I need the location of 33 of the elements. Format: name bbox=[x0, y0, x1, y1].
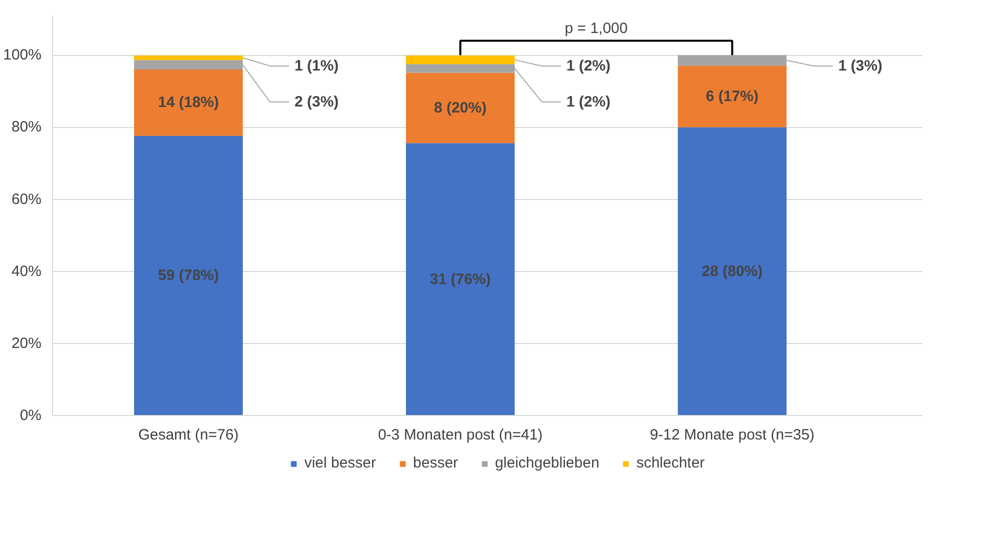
data-label: 1 (2%) bbox=[566, 93, 611, 110]
bar bbox=[134, 70, 243, 136]
y-tick-label: 40% bbox=[11, 262, 42, 280]
y-tick-label: 20% bbox=[11, 334, 42, 352]
y-tick-label: 0% bbox=[20, 407, 42, 424]
data-label: 6 (17%) bbox=[706, 88, 758, 105]
y-tick-label: 100% bbox=[3, 46, 42, 64]
data-label: 8 (20%) bbox=[434, 99, 487, 116]
bar bbox=[678, 66, 787, 128]
x-tick-label: 0-3 Monaten post (n=41) bbox=[378, 426, 543, 444]
bar bbox=[406, 56, 515, 64]
legend-label: gleichgeblieben bbox=[495, 454, 600, 472]
x-tick-label: Gesamt (n=76) bbox=[138, 426, 239, 444]
bar bbox=[134, 136, 243, 416]
data-label: 31 (76%) bbox=[430, 270, 491, 288]
annotation: p = 1,000 bbox=[564, 20, 628, 38]
data-label: 28 (80%) bbox=[702, 262, 763, 280]
data-label: 59 (78%) bbox=[158, 267, 219, 284]
data-label: 1 (1%) bbox=[294, 57, 339, 74]
data-label: 2 (3%) bbox=[294, 93, 339, 110]
legend-label: besser bbox=[413, 454, 458, 472]
bar bbox=[406, 143, 515, 416]
legend-label: schlechter bbox=[636, 454, 705, 472]
bar bbox=[134, 56, 243, 60]
y-tick-label: 60% bbox=[11, 190, 42, 208]
bar bbox=[678, 127, 787, 416]
data-label: 14 (18%) bbox=[158, 94, 219, 112]
data-label: 1 (3%) bbox=[838, 57, 882, 74]
data-label: 1 (2%) bbox=[566, 57, 611, 74]
x-tick-label: 9-12 Monate post (n=35) bbox=[650, 426, 815, 444]
legend-label: viel besser bbox=[304, 454, 376, 472]
y-tick-label: 80% bbox=[11, 118, 42, 136]
bar bbox=[406, 72, 515, 144]
